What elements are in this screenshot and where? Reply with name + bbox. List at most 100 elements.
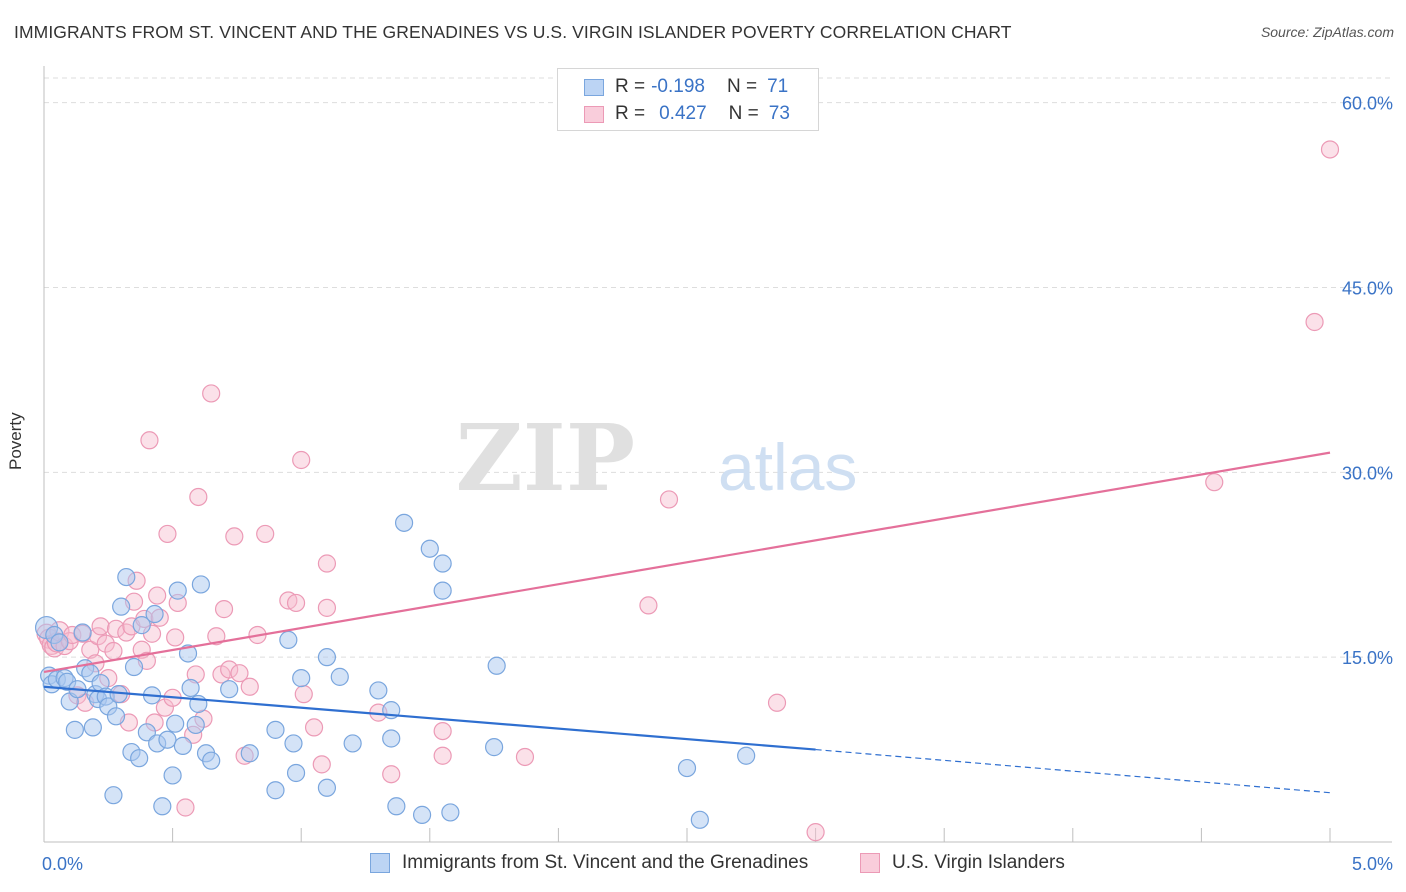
pink-point xyxy=(240,677,259,696)
blue-point xyxy=(186,715,205,735)
y-tick-label: 30.0% xyxy=(1342,463,1393,483)
pink-point xyxy=(256,524,275,544)
blue-point xyxy=(73,623,92,642)
pink-point xyxy=(294,685,313,704)
pink-point xyxy=(220,660,239,679)
legend-n-value: 73 xyxy=(768,103,790,124)
pink-point xyxy=(148,586,167,605)
blue-point xyxy=(145,604,164,624)
y-tick-label: 15.0% xyxy=(1342,648,1393,668)
pink-point xyxy=(81,640,100,659)
blue-trend-line xyxy=(43,685,816,751)
y-axis-label: Poverty xyxy=(6,412,25,470)
blue-point xyxy=(737,746,756,765)
watermark-zip: ZIP xyxy=(456,404,635,512)
series-us-virgin-islanders xyxy=(36,140,1340,842)
blue-point xyxy=(158,730,177,749)
blue-point xyxy=(50,633,69,652)
pink-point xyxy=(639,596,658,615)
pink-point xyxy=(304,718,324,737)
pink-point xyxy=(767,693,787,712)
blue-point xyxy=(181,678,200,698)
blue-point xyxy=(487,656,506,675)
pink-point xyxy=(96,634,115,653)
axes xyxy=(43,66,1392,843)
blue-point xyxy=(166,714,185,733)
y-tick-label: 60.0% xyxy=(1342,94,1393,114)
pink-point xyxy=(166,628,185,647)
trend-lines xyxy=(43,451,1331,794)
y-tick-label: 45.0% xyxy=(1342,278,1393,298)
blue-point xyxy=(441,803,460,822)
bottom-legend-swatch-pink xyxy=(860,853,880,873)
legend-r-value: 0.427 xyxy=(659,103,707,124)
blue-point xyxy=(485,738,504,757)
correlation-legend: R = -0.198 N = 71 R = 0.427 N = 73 xyxy=(557,68,819,131)
pink-point xyxy=(176,798,195,817)
blue-point xyxy=(433,554,452,573)
blue-point xyxy=(104,786,123,805)
blue-point xyxy=(240,744,259,763)
blue-point xyxy=(132,616,151,635)
pink-point xyxy=(312,755,331,774)
legend-row-blue: R = -0.198 N = 71 xyxy=(584,75,788,99)
blue-point xyxy=(279,630,298,650)
legend-n-value: 71 xyxy=(767,76,789,97)
pink-point xyxy=(317,598,337,617)
pink-point xyxy=(433,721,452,741)
blue-point xyxy=(137,723,156,742)
pink-point xyxy=(1320,140,1340,159)
blue-point xyxy=(677,758,697,778)
blue-point xyxy=(106,707,126,726)
blue-point xyxy=(343,734,362,753)
pink-point xyxy=(91,617,110,636)
blue-point xyxy=(690,810,709,829)
legend-r-label: R = xyxy=(615,103,646,124)
blue-point xyxy=(266,781,285,800)
blue-point xyxy=(124,657,144,677)
pink-point xyxy=(158,524,177,544)
legend-row-pink: R = 0.427 N = 73 xyxy=(584,102,790,126)
gridlines xyxy=(44,77,1392,658)
blue-point xyxy=(317,778,337,797)
blue-point xyxy=(387,797,406,816)
blue-point xyxy=(266,720,285,739)
blue-point xyxy=(433,581,452,600)
pink-point xyxy=(433,746,452,765)
blue-point xyxy=(173,736,192,755)
blue-point xyxy=(153,797,172,816)
series-st-vincent-immigrants xyxy=(34,513,756,829)
blue-point xyxy=(317,648,337,667)
bottom-legend-label-blue: Immigrants from St. Vincent and the Gren… xyxy=(402,852,809,873)
pink-point xyxy=(659,490,679,509)
pink-point xyxy=(230,664,249,683)
pink-point xyxy=(292,450,311,470)
bottom-legend-pink: U.S. Virgin Islanders xyxy=(860,852,1065,874)
blue-point xyxy=(286,763,306,783)
pink-point xyxy=(1205,473,1224,492)
bottom-legend-blue: Immigrants from St. Vincent and the Gren… xyxy=(370,852,808,874)
legend-r-label: R = xyxy=(615,76,646,97)
pink-point xyxy=(106,619,126,638)
x-tick-label: 5.0% xyxy=(1352,854,1393,874)
blue-point xyxy=(117,567,136,587)
legend-r-value: -0.198 xyxy=(651,76,705,97)
pink-point xyxy=(104,641,123,661)
blue-point xyxy=(369,681,388,700)
pink-point xyxy=(140,431,159,450)
pink-point xyxy=(214,600,234,619)
blue-point xyxy=(382,729,401,748)
blue-point xyxy=(420,539,439,558)
pink-point xyxy=(286,593,306,613)
blue-point xyxy=(191,575,210,594)
chart-title: IMMIGRANTS FROM ST. VINCENT AND THE GREN… xyxy=(14,22,1012,42)
pink-point xyxy=(515,747,535,767)
pink-point xyxy=(225,527,244,546)
source-credit: Source: ZipAtlas.com xyxy=(1260,24,1394,40)
watermark-atlas: atlas xyxy=(718,430,857,504)
blue-point xyxy=(112,597,131,616)
bottom-legend-swatch-blue xyxy=(370,853,390,873)
pink-point xyxy=(806,823,825,842)
pink-point xyxy=(207,627,226,646)
